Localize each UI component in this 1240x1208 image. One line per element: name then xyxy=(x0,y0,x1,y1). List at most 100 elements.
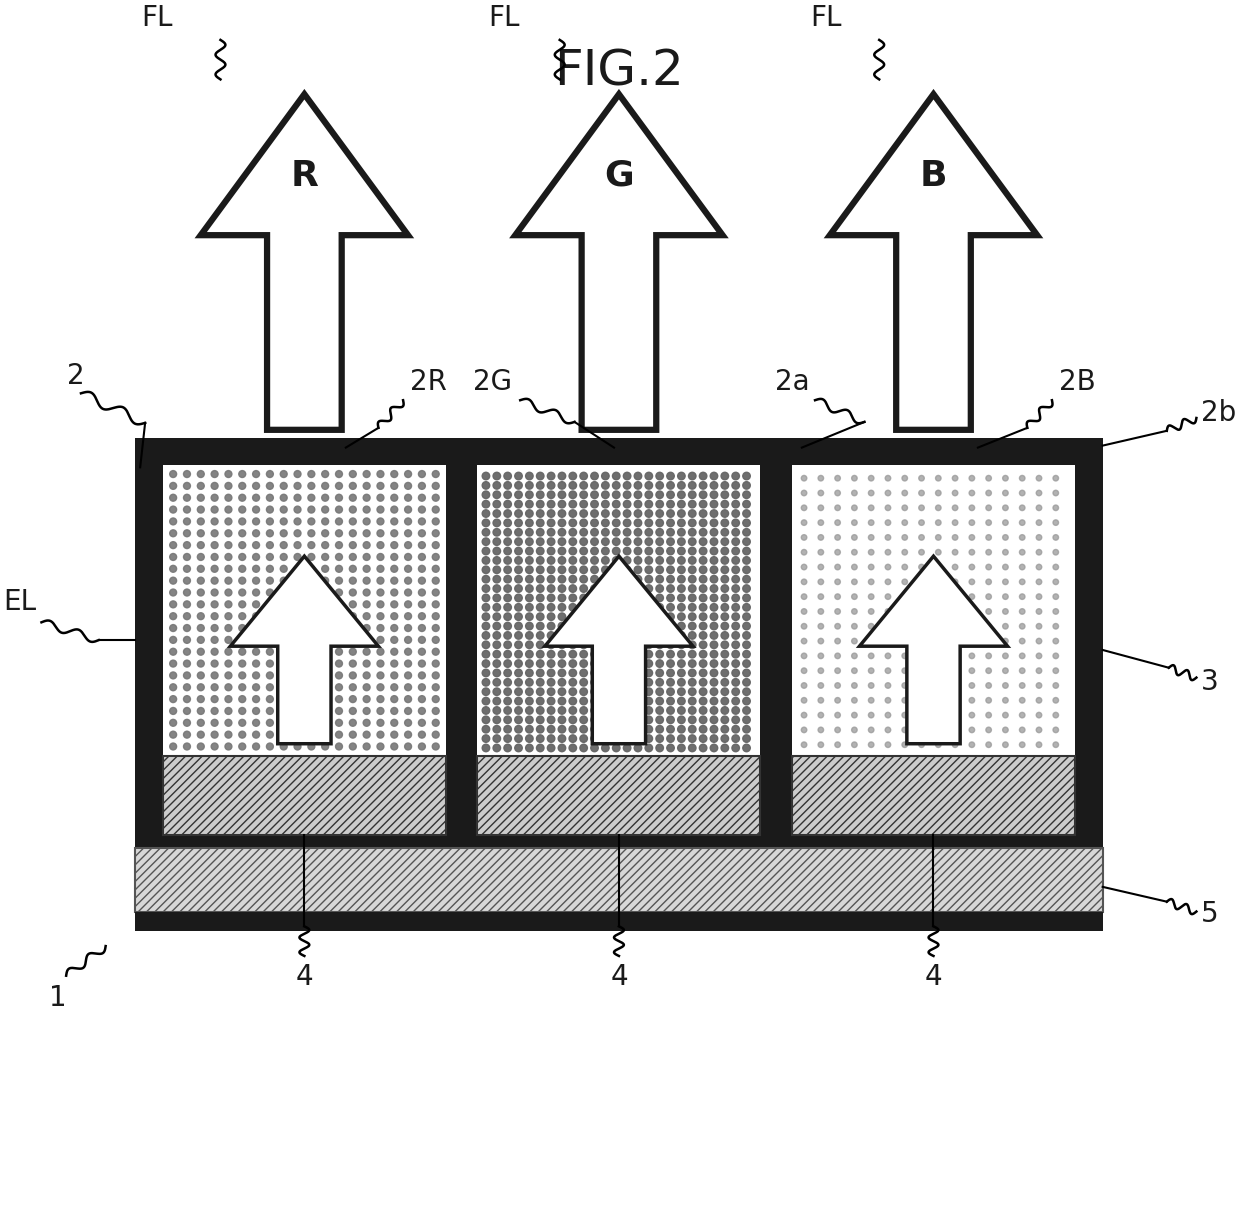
Circle shape xyxy=(743,472,750,480)
Circle shape xyxy=(526,622,533,629)
Circle shape xyxy=(558,585,565,592)
Circle shape xyxy=(952,535,957,540)
Circle shape xyxy=(970,609,975,614)
Circle shape xyxy=(601,726,609,733)
Circle shape xyxy=(656,716,663,724)
Circle shape xyxy=(350,731,356,738)
Circle shape xyxy=(211,625,218,632)
Circle shape xyxy=(935,535,941,540)
Circle shape xyxy=(919,683,924,689)
Circle shape xyxy=(239,565,246,573)
Circle shape xyxy=(308,743,315,750)
Circle shape xyxy=(601,472,609,480)
Circle shape xyxy=(645,604,652,611)
Circle shape xyxy=(1003,713,1008,718)
Circle shape xyxy=(868,683,874,689)
Circle shape xyxy=(433,565,439,573)
Circle shape xyxy=(433,696,439,703)
Circle shape xyxy=(404,471,412,477)
Circle shape xyxy=(537,585,544,592)
Circle shape xyxy=(433,672,439,679)
Circle shape xyxy=(580,557,588,564)
Circle shape xyxy=(170,482,176,489)
Circle shape xyxy=(494,500,501,507)
Circle shape xyxy=(919,490,924,495)
Circle shape xyxy=(350,719,356,726)
Circle shape xyxy=(656,567,663,574)
Circle shape xyxy=(350,471,356,477)
Circle shape xyxy=(321,494,329,501)
Circle shape xyxy=(418,506,425,513)
Circle shape xyxy=(624,567,631,574)
Circle shape xyxy=(377,600,384,608)
Circle shape xyxy=(667,547,675,554)
Circle shape xyxy=(970,519,975,525)
Bar xyxy=(135,437,1102,863)
Circle shape xyxy=(280,577,288,585)
Polygon shape xyxy=(544,556,693,744)
Circle shape xyxy=(580,707,588,714)
Circle shape xyxy=(656,622,663,629)
Circle shape xyxy=(418,530,425,536)
Circle shape xyxy=(170,471,176,477)
Circle shape xyxy=(482,744,490,751)
Circle shape xyxy=(624,585,631,592)
Circle shape xyxy=(1003,727,1008,733)
Circle shape xyxy=(868,535,874,540)
Circle shape xyxy=(835,623,841,629)
Circle shape xyxy=(590,622,598,629)
Circle shape xyxy=(601,510,609,517)
Circle shape xyxy=(433,553,439,561)
Circle shape xyxy=(970,594,975,599)
Circle shape xyxy=(986,654,992,658)
Circle shape xyxy=(952,519,957,525)
Circle shape xyxy=(253,494,259,501)
Circle shape xyxy=(634,697,642,704)
Circle shape xyxy=(901,476,908,481)
Circle shape xyxy=(1019,550,1025,554)
Circle shape xyxy=(224,660,232,667)
Circle shape xyxy=(197,600,205,608)
Circle shape xyxy=(580,660,588,667)
Circle shape xyxy=(711,612,718,621)
Circle shape xyxy=(590,472,598,480)
Circle shape xyxy=(350,577,356,585)
Circle shape xyxy=(852,535,857,540)
Circle shape xyxy=(1053,579,1059,585)
Circle shape xyxy=(184,553,191,561)
Circle shape xyxy=(503,529,511,536)
Circle shape xyxy=(170,719,176,726)
Circle shape xyxy=(677,538,686,546)
Circle shape xyxy=(601,557,609,564)
Circle shape xyxy=(253,708,259,714)
Circle shape xyxy=(526,650,533,658)
Circle shape xyxy=(952,609,957,614)
Bar xyxy=(760,465,792,835)
Circle shape xyxy=(294,696,301,703)
Circle shape xyxy=(732,650,739,658)
Circle shape xyxy=(601,538,609,546)
Circle shape xyxy=(503,641,511,649)
Circle shape xyxy=(970,697,975,703)
Circle shape xyxy=(363,577,370,585)
Circle shape xyxy=(211,660,218,667)
Circle shape xyxy=(722,547,729,554)
Circle shape xyxy=(601,632,609,639)
Circle shape xyxy=(613,472,620,480)
Circle shape xyxy=(239,719,246,726)
Circle shape xyxy=(656,557,663,564)
Circle shape xyxy=(667,482,675,489)
Circle shape xyxy=(280,743,288,750)
Circle shape xyxy=(732,716,739,724)
Circle shape xyxy=(601,500,609,507)
Circle shape xyxy=(433,719,439,726)
Circle shape xyxy=(253,612,259,620)
Circle shape xyxy=(267,731,273,738)
Circle shape xyxy=(239,672,246,679)
Circle shape xyxy=(699,519,707,527)
Circle shape xyxy=(377,553,384,561)
Circle shape xyxy=(363,518,370,525)
Circle shape xyxy=(239,506,246,513)
Circle shape xyxy=(280,553,288,561)
Circle shape xyxy=(253,600,259,608)
